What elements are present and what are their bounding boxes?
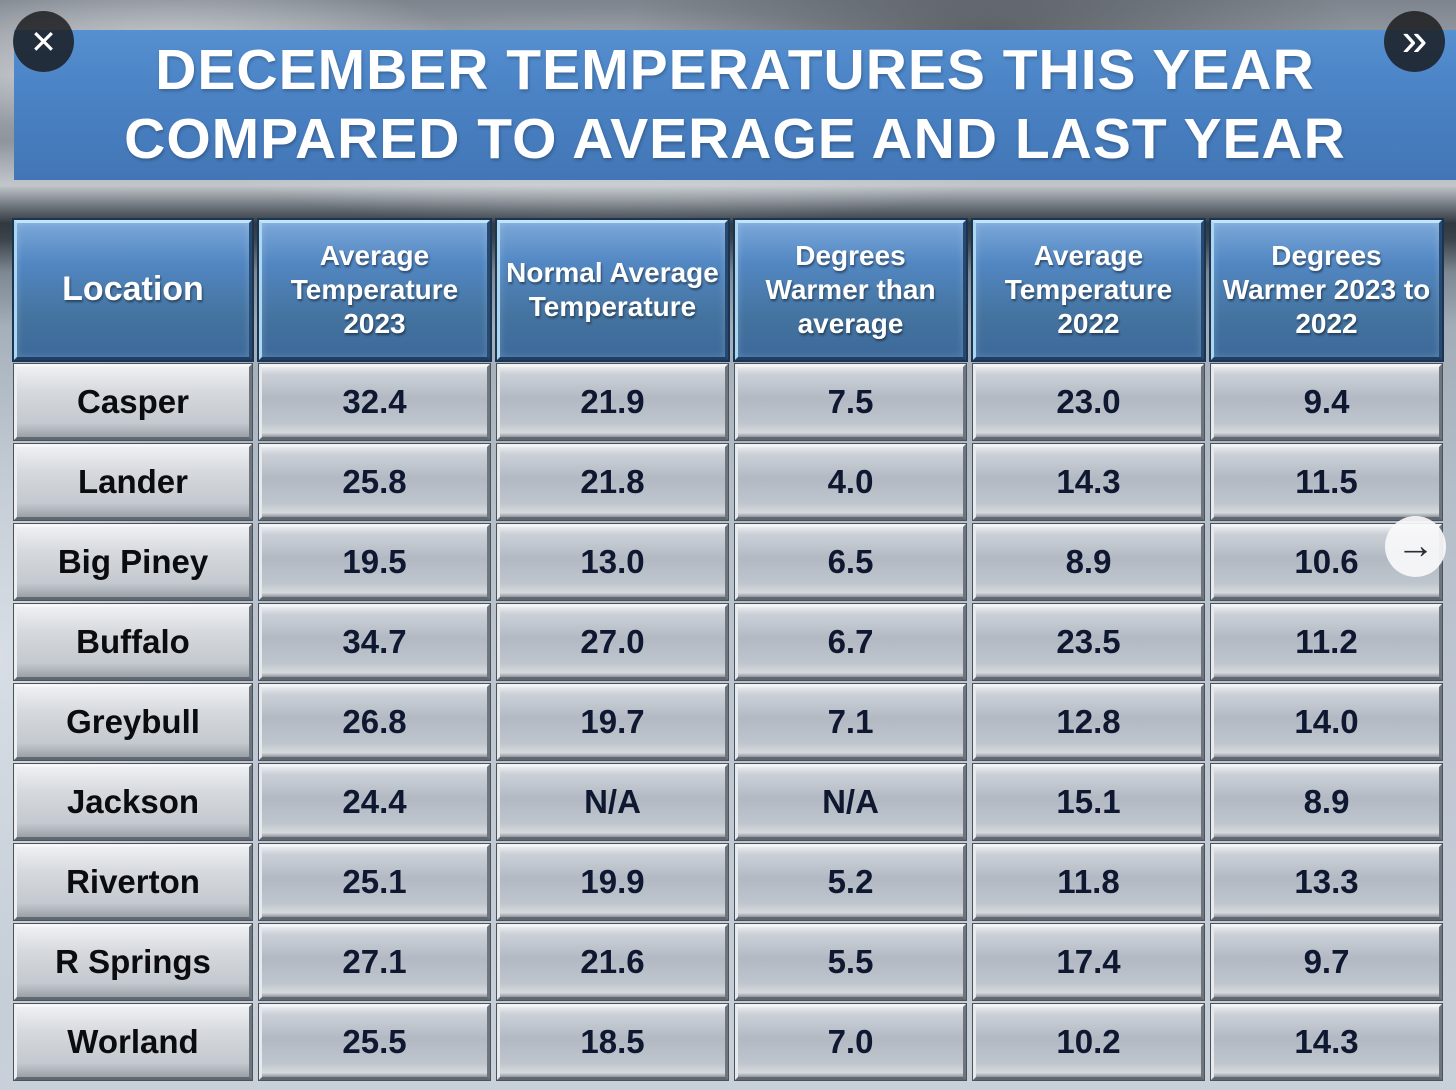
location-cell: Jackson xyxy=(14,764,252,840)
value-cell: 18.5 xyxy=(497,1004,728,1080)
value-cell: 24.4 xyxy=(259,764,490,840)
value-cell: 11.5 xyxy=(1211,444,1442,520)
value-cell: 27.0 xyxy=(497,604,728,680)
value-cell: 14.3 xyxy=(1211,1004,1442,1080)
value-cell: 23.5 xyxy=(973,604,1204,680)
column-header-degrees-warmer-than-average: Degrees Warmer than average xyxy=(735,220,966,360)
skip-forward-button[interactable]: » xyxy=(1384,11,1445,72)
column-header-avg-temp-2022: Average Temperature 2022 xyxy=(973,220,1204,360)
value-cell: 19.5 xyxy=(259,524,490,600)
column-header-normal-avg-temp: Normal Average Temperature xyxy=(497,220,728,360)
value-cell: 7.0 xyxy=(735,1004,966,1080)
value-cell: 7.5 xyxy=(735,364,966,440)
column-header-location: Location xyxy=(14,220,252,360)
value-cell: 4.0 xyxy=(735,444,966,520)
value-cell: N/A xyxy=(497,764,728,840)
value-cell: 6.5 xyxy=(735,524,966,600)
value-cell: N/A xyxy=(735,764,966,840)
double-chevron-right-icon: » xyxy=(1401,12,1428,65)
value-cell: 14.0 xyxy=(1211,684,1442,760)
temperature-table: Location Average Temperature 2023 Normal… xyxy=(14,220,1442,1080)
value-cell: 14.3 xyxy=(973,444,1204,520)
value-cell: 9.4 xyxy=(1211,364,1442,440)
value-cell: 8.9 xyxy=(1211,764,1442,840)
location-cell: Worland xyxy=(14,1004,252,1080)
title-banner: DECEMBER TEMPERATURES THIS YEAR COMPARED… xyxy=(14,30,1456,180)
value-cell: 25.1 xyxy=(259,844,490,920)
value-cell: 21.6 xyxy=(497,924,728,1000)
value-cell: 8.9 xyxy=(973,524,1204,600)
value-cell: 9.7 xyxy=(1211,924,1442,1000)
value-cell: 13.3 xyxy=(1211,844,1442,920)
value-cell: 11.8 xyxy=(973,844,1204,920)
column-header-degrees-warmer-2023-to-2022: Degrees Warmer 2023 to 2022 xyxy=(1211,220,1442,360)
location-cell: Riverton xyxy=(14,844,252,920)
value-cell: 6.7 xyxy=(735,604,966,680)
value-cell: 19.7 xyxy=(497,684,728,760)
value-cell: 21.9 xyxy=(497,364,728,440)
value-cell: 27.1 xyxy=(259,924,490,1000)
location-cell: Big Piney xyxy=(14,524,252,600)
value-cell: 15.1 xyxy=(973,764,1204,840)
value-cell: 11.2 xyxy=(1211,604,1442,680)
value-cell: 25.8 xyxy=(259,444,490,520)
location-cell: Buffalo xyxy=(14,604,252,680)
value-cell: 25.5 xyxy=(259,1004,490,1080)
location-cell: Casper xyxy=(14,364,252,440)
value-cell: 5.2 xyxy=(735,844,966,920)
location-cell: R Springs xyxy=(14,924,252,1000)
value-cell: 26.8 xyxy=(259,684,490,760)
title-line-1: DECEMBER TEMPERATURES THIS YEAR xyxy=(155,38,1315,102)
location-cell: Greybull xyxy=(14,684,252,760)
column-header-avg-temp-2023: Average Temperature 2023 xyxy=(259,220,490,360)
arrow-right-icon: → xyxy=(1396,525,1435,567)
value-cell: 10.2 xyxy=(973,1004,1204,1080)
close-button[interactable]: ✕ xyxy=(13,11,74,72)
value-cell: 34.7 xyxy=(259,604,490,680)
value-cell: 12.8 xyxy=(973,684,1204,760)
location-cell: Lander xyxy=(14,444,252,520)
value-cell: 21.8 xyxy=(497,444,728,520)
value-cell: 5.5 xyxy=(735,924,966,1000)
value-cell: 19.9 xyxy=(497,844,728,920)
value-cell: 17.4 xyxy=(973,924,1204,1000)
title-line-2: COMPARED TO AVERAGE AND LAST YEAR xyxy=(124,107,1346,171)
value-cell: 13.0 xyxy=(497,524,728,600)
value-cell: 7.1 xyxy=(735,684,966,760)
value-cell: 23.0 xyxy=(973,364,1204,440)
value-cell: 32.4 xyxy=(259,364,490,440)
next-button[interactable]: → xyxy=(1385,516,1446,577)
close-icon: ✕ xyxy=(30,23,57,60)
